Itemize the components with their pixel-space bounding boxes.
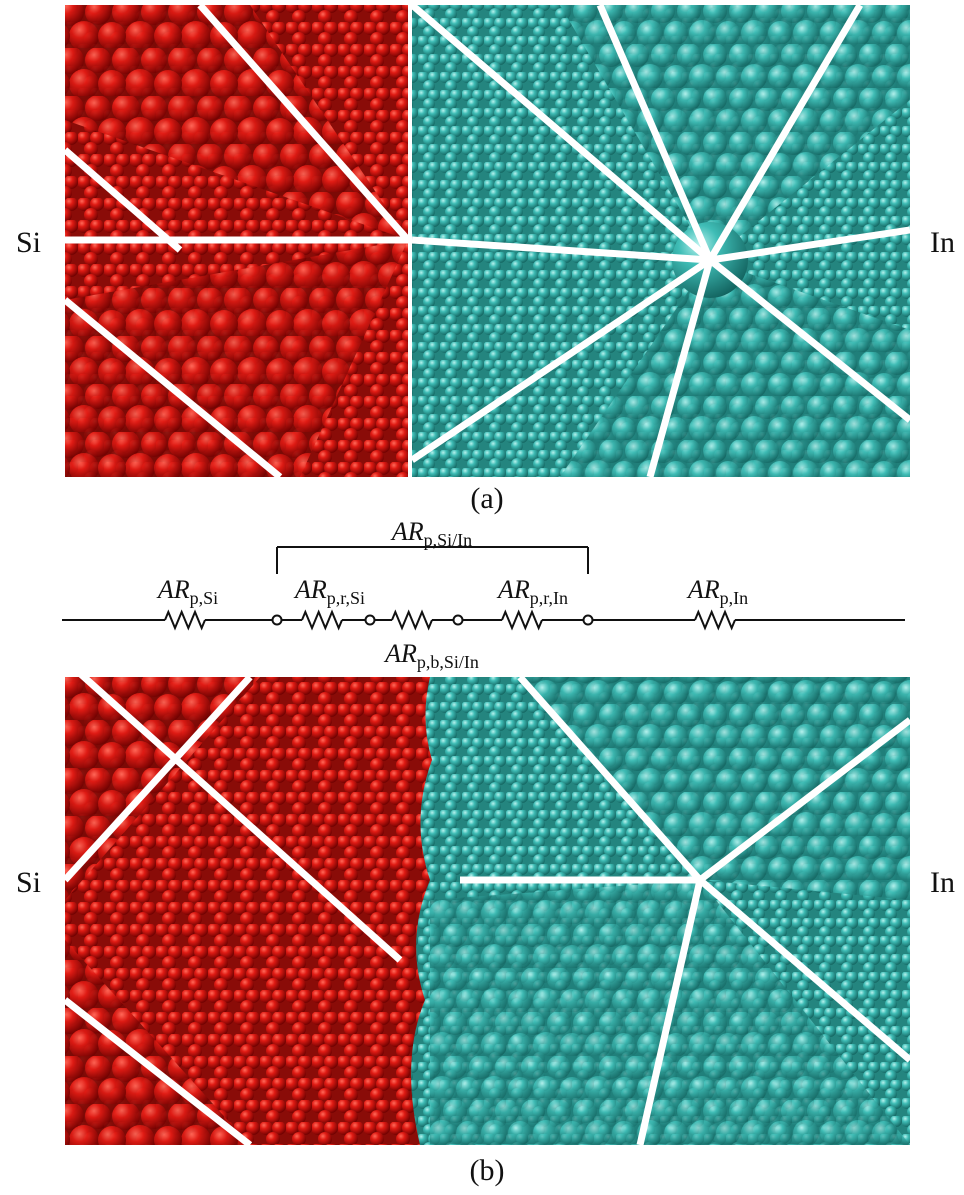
symbol: AR [383, 639, 417, 668]
right-label: In [930, 866, 955, 899]
symbol: AR [390, 517, 424, 546]
resistor-label: ARp,Si/In [390, 517, 472, 550]
symbol: AR [686, 575, 720, 604]
subscript: p,b,Si/In [417, 652, 479, 672]
subscript: p,Si [190, 588, 219, 608]
node [584, 616, 593, 625]
symbol: AR [156, 575, 190, 604]
caption: (b) [470, 1154, 505, 1187]
resistor-label: ARp,r,In [496, 575, 568, 608]
subscript: p,In [720, 588, 749, 608]
left-label: Si [16, 226, 41, 259]
node [366, 616, 375, 625]
node [273, 616, 282, 625]
symbol: AR [293, 575, 327, 604]
resistor [392, 612, 432, 628]
right-label: In [930, 226, 955, 259]
resistor-label: ARp,r,Si [293, 575, 365, 608]
resistor [695, 612, 735, 628]
resistor-label: ARp,Si [156, 575, 218, 608]
resistor-label: ARp,In [686, 575, 748, 608]
page: {"panel_a": {"left_label": "Si", "right_… [0, 0, 964, 1190]
resistor [302, 612, 342, 628]
subscript: p,Si/In [424, 530, 473, 550]
symbol: AR [496, 575, 530, 604]
subscript: p,r,In [530, 588, 568, 608]
resistor-label: ARp,b,Si/In [383, 639, 479, 672]
left-label: Si [16, 866, 41, 899]
panel-a-image [65, 5, 910, 477]
figure: Si In (a) Si In (b) ARp,Si/InARp,SiARp,r… [0, 0, 964, 1190]
resistor [502, 612, 542, 628]
panel-b-image [65, 660, 910, 1145]
node [454, 616, 463, 625]
caption: (a) [470, 482, 503, 515]
resistor [165, 612, 205, 628]
subscript: p,r,Si [327, 588, 365, 608]
